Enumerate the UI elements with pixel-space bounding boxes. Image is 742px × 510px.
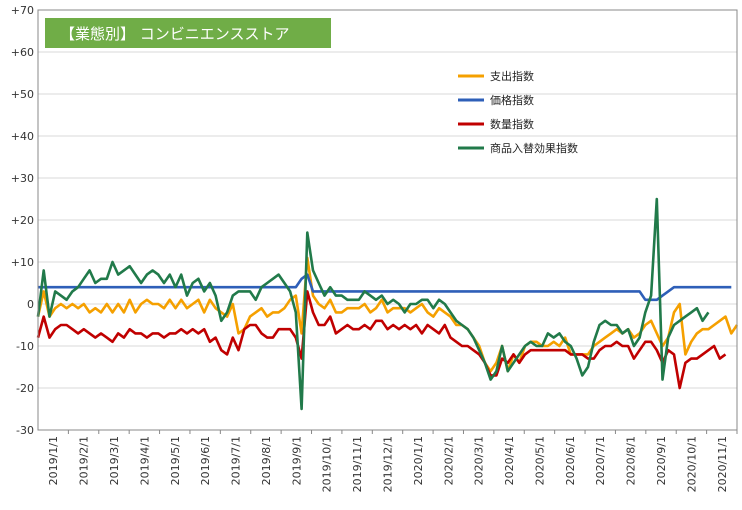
x-tick-label: 2020/6/1	[564, 436, 577, 485]
x-tick-label: 2020/10/1	[685, 436, 698, 492]
y-axis-ticks: -30 -20 -10 0 +10 +20 +30 +40 +50 +60 +70	[11, 4, 34, 437]
legend-label: 商品入替効果指数	[490, 141, 578, 155]
legend-label: 支出指数	[490, 69, 534, 83]
x-tick-label: 2019/10/1	[321, 436, 334, 492]
x-tick-label: 2019/3/1	[108, 436, 121, 485]
y-tick-label: -10	[16, 340, 34, 353]
x-tick-label: 2020/2/1	[442, 436, 455, 485]
y-tick-label: -20	[16, 382, 34, 395]
gridlines	[38, 9, 737, 431]
y-tick-label: +30	[11, 172, 34, 185]
series-line-2	[38, 273, 732, 302]
y-tick-label: -30	[16, 424, 34, 437]
x-tick-label: 2019/2/1	[78, 436, 91, 485]
x-tick-label: 2019/7/1	[230, 436, 243, 485]
plot-border	[37, 9, 738, 431]
y-tick-label: +20	[11, 214, 34, 227]
x-tick-label: 2020/11/1	[716, 436, 729, 492]
x-tick-label: 2019/1/1	[47, 436, 60, 485]
x-tick-label: 2019/4/1	[138, 436, 151, 485]
series-lines	[36, 197, 739, 411]
x-tick-label: 2019/11/1	[351, 436, 364, 492]
x-tick-label: 2020/7/1	[594, 436, 607, 485]
chart-title-background	[45, 18, 331, 48]
y-tick-label: +60	[11, 46, 34, 59]
x-tick-label: 2020/4/1	[503, 436, 516, 485]
x-axis-ticks: 2019/1/1 2019/2/1 2019/3/1 2019/4/1 2019/5/1…	[47, 430, 738, 492]
x-tick-label: 2019/8/1	[260, 436, 273, 485]
x-tick-label: 2020/3/1	[473, 436, 486, 485]
x-tick-label: 2019/6/1	[199, 436, 212, 485]
series-line-4	[36, 197, 710, 411]
y-tick-label: +10	[11, 256, 34, 269]
x-tick-label: 2020/8/1	[625, 436, 638, 485]
y-tick-label: +50	[11, 88, 34, 101]
x-tick-label: 2019/9/1	[290, 436, 303, 485]
x-tick-label: 2020/5/1	[533, 436, 546, 485]
y-tick-label: +70	[11, 4, 34, 17]
legend-label: 数量指数	[490, 117, 534, 131]
x-tick-label: 2020/9/1	[655, 436, 668, 485]
y-tick-label: 0	[27, 298, 34, 311]
legend-label: 価格指数	[490, 93, 534, 107]
chart-title-text: 【業態別】 コンビニエンスストア	[60, 25, 289, 43]
x-tick-label: 2019/5/1	[169, 436, 182, 485]
chart-title: 【業態別】 コンビニエンスストア	[45, 18, 331, 48]
y-tick-label: +40	[11, 130, 34, 143]
series-line-3	[36, 290, 727, 390]
x-tick-label: 2020/1/1	[412, 436, 425, 485]
x-tick-label: 2019/12/1	[382, 436, 395, 492]
